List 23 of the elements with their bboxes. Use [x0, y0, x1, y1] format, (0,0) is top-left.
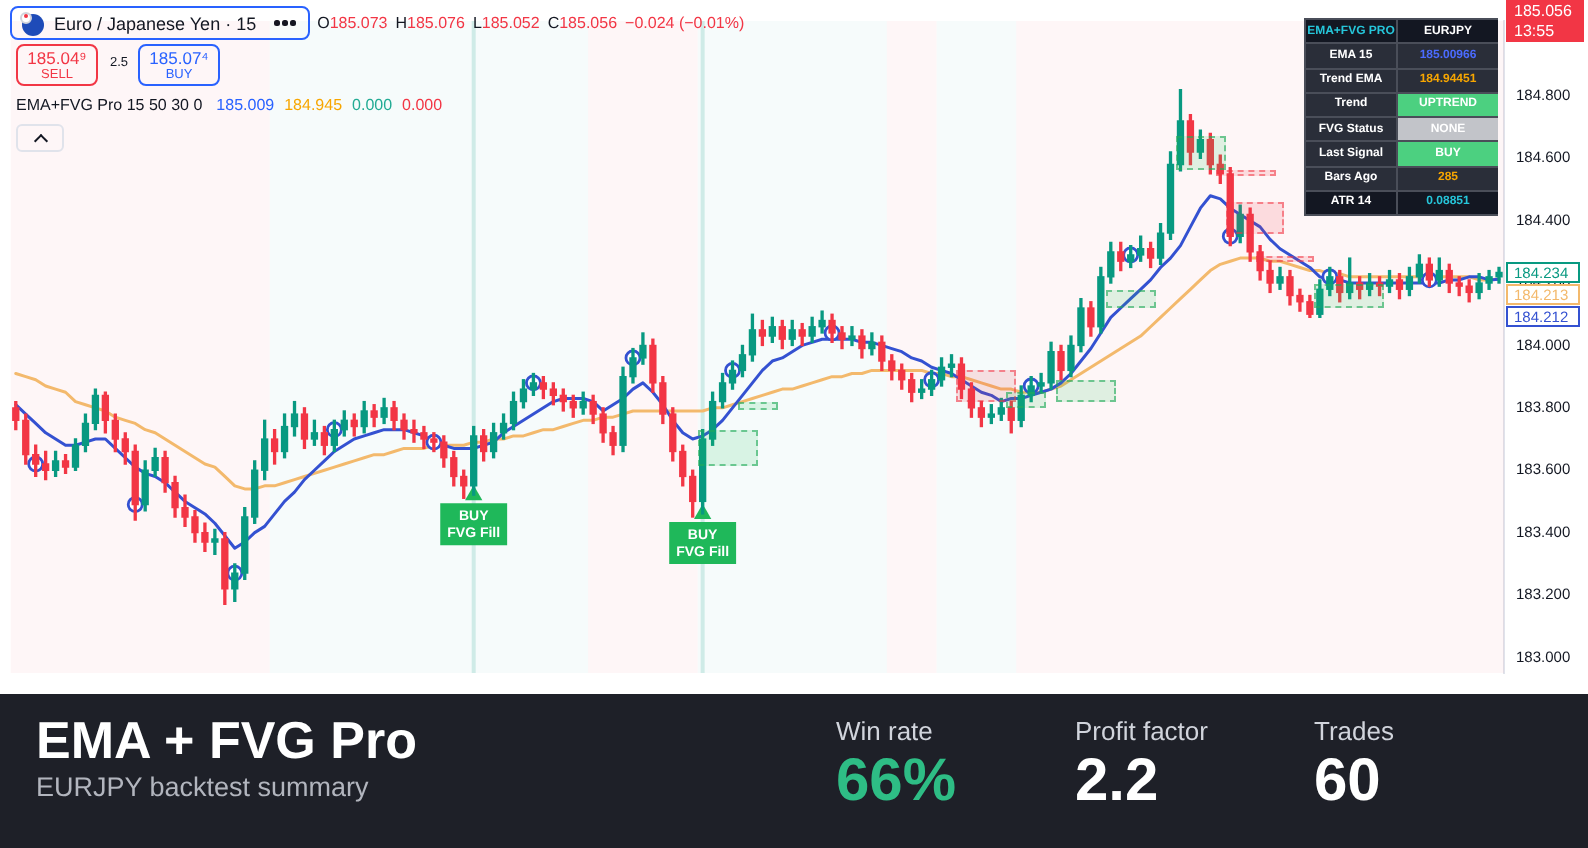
text: 185.056 — [1514, 2, 1574, 21]
annotation: 185.04⁹ — [25, 48, 89, 68]
annotation: 185.07⁴ — [147, 48, 211, 68]
text: Trades — [1314, 716, 1394, 746]
text: EURJPY backtest summary — [36, 772, 369, 802]
text: 2.2 — [1075, 748, 1159, 816]
text: Win rate — [836, 716, 933, 746]
annotation: 184.945 — [284, 96, 343, 114]
text: 60 — [1314, 748, 1381, 816]
text: 66% — [836, 748, 957, 816]
text: EMA+FVG Pro 15 50 30 0 — [16, 96, 203, 114]
annotation: C185.056 — [547, 14, 618, 32]
annotation: 185.009 — [216, 96, 275, 114]
text: Profit factor — [1075, 716, 1208, 746]
text: EMA + FVG Pro — [36, 710, 417, 772]
annotation: 0.000 — [352, 96, 393, 114]
chart-title: Euro / Japanese Yen · 15 — [54, 13, 257, 33]
annotation: L185.052 — [472, 14, 540, 32]
annotation: −0.024 (−0.01%) — [625, 14, 745, 32]
annotation: O185.073 — [317, 14, 388, 32]
annotation: H185.076 — [395, 14, 465, 32]
text: 13:55 — [1514, 21, 1557, 40]
annotation: 0.000 — [402, 96, 443, 114]
